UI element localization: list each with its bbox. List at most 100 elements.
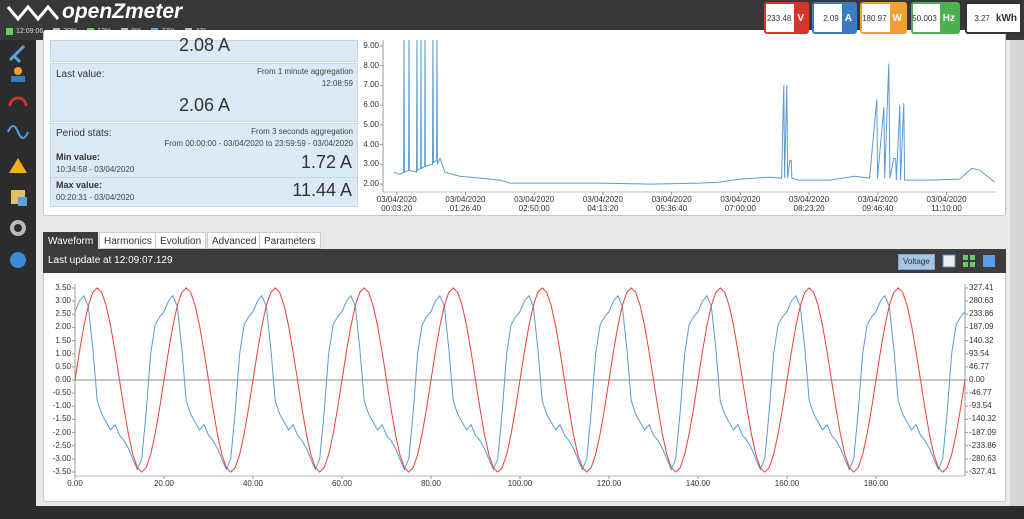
- min-time: 10:34:58 - 03/04/2020: [56, 165, 135, 174]
- meter: 50.003 Hz: [911, 2, 960, 34]
- y2-tick-label: -187.09: [969, 427, 997, 437]
- tab[interactable]: Waveform: [43, 232, 99, 249]
- status-text: 12:09:06: [16, 28, 44, 35]
- y2-tick-label: -46.77: [969, 388, 992, 398]
- y-tick-label: -2.50: [52, 440, 71, 450]
- y2-tick-label: 280.63: [969, 296, 994, 306]
- toolbar-icons[interactable]: [941, 254, 1001, 268]
- x-tick-label: 03/04/2020 09:46:40: [857, 195, 898, 213]
- status-icon: [6, 28, 13, 35]
- meter: 180.97 W: [860, 2, 907, 34]
- x-tick-label: 03/04/2020 02:50:00: [514, 195, 555, 213]
- y-tick-label: -3.50: [52, 467, 71, 477]
- meter-unit: kWh: [992, 4, 1020, 32]
- series-line: [393, 40, 995, 185]
- meter-unit: V: [794, 4, 807, 32]
- logo-text: openZmeter: [62, 0, 183, 23]
- x-tick-label: 03/04/2020 01:26:40: [445, 195, 486, 213]
- y2-tick-label: 327.41: [969, 282, 994, 292]
- current-value: 2.08 A: [179, 35, 231, 55]
- voltage-button[interactable]: Voltage: [898, 254, 935, 270]
- meter-unit: A: [841, 4, 855, 32]
- y-tick-label: 2.50: [55, 309, 71, 319]
- y-tick-label: 2.00: [55, 322, 71, 332]
- x-tick-label: 03/04/2020 11:10:00: [926, 195, 967, 213]
- meter-unit: W: [889, 4, 905, 32]
- y2-tick-label: 93.54: [969, 348, 990, 358]
- last-value-box: Last value: From 1 minute aggregation 12…: [50, 63, 358, 122]
- sidebar: [0, 40, 36, 519]
- y-tick-label: 0.50: [55, 361, 71, 371]
- meter-value: 50.003: [912, 13, 937, 23]
- y2-tick-label: 0.00: [969, 375, 985, 384]
- y-tick-label: 3.00: [55, 296, 71, 306]
- y-tick-label: -2.00: [52, 427, 71, 437]
- scrollbar[interactable]: [1010, 40, 1024, 506]
- max-row: Max value: 00:20:31 - 03/04/2020 11.44 A: [51, 178, 357, 206]
- y2-tick-label: -93.54: [969, 401, 992, 411]
- x-tick-label: 60.00: [331, 479, 353, 488]
- tab[interactable]: Advanced: [207, 232, 262, 249]
- max-label: Max value:: [56, 180, 103, 190]
- y-tick-label: 3.00: [363, 159, 379, 169]
- min-row: Min value: 10:34:58 - 03/04/2020 1.72 A: [51, 149, 357, 178]
- x-tick-label: 03/04/2020 08:23:20: [789, 195, 830, 213]
- tab[interactable]: Parameters: [259, 232, 321, 249]
- y-tick-label: 0.00: [55, 375, 71, 384]
- y-tick-label: 7.00: [363, 80, 379, 90]
- y-tick-label: 1.00: [55, 348, 71, 358]
- y2-tick-label: -233.86: [969, 440, 997, 450]
- x-tick-label: 0.00: [67, 479, 83, 488]
- max-time: 00:20:31 - 03/04/2020: [56, 193, 135, 202]
- x-tick-label: 80.00: [420, 479, 442, 488]
- x-tick-label: 120.00: [596, 479, 622, 488]
- y-tick-label: 1.50: [55, 335, 71, 345]
- x-tick-label: 40.00: [242, 479, 264, 488]
- period-source: From 3 seconds aggregation: [251, 127, 353, 136]
- y-tick-label: 3.50: [55, 282, 71, 292]
- y-tick-label: 8.00: [363, 60, 379, 70]
- x-tick-label: 180.00: [863, 479, 889, 488]
- meter: 2.09 A: [812, 2, 857, 34]
- last-time: 12:08:59: [321, 79, 353, 88]
- series-line: [75, 294, 965, 471]
- y2-tick-label: 187.09: [969, 322, 994, 332]
- y2-tick-label: 46.77: [969, 361, 990, 371]
- current-box: 2.08 A: [50, 35, 358, 62]
- x-tick-label: 140.00: [685, 479, 711, 488]
- tab[interactable]: Evolution: [155, 232, 207, 249]
- y-tick-label: 5.00: [363, 119, 379, 129]
- meter: 3.27 kWh: [965, 2, 1022, 34]
- waveform-title: Last update at 12:09:07.129: [48, 255, 173, 266]
- y2-tick-label: -280.63: [969, 453, 997, 463]
- period-range: From 00:00:00 - 03/04/2020 to 23:59:59 -…: [164, 139, 353, 148]
- y-tick-label: -1.00: [52, 401, 71, 411]
- meter-value: 2.09: [823, 13, 839, 23]
- y-tick-label: -1.50: [52, 414, 71, 424]
- y-tick-label: -3.00: [52, 453, 71, 463]
- x-tick-label: 160.00: [774, 479, 800, 488]
- y2-tick-label: 233.86: [969, 309, 994, 319]
- x-tick-label: 03/04/2020 07:00:00: [720, 195, 761, 213]
- y-tick-label: -0.50: [52, 388, 71, 398]
- period-label: Period stats:: [56, 128, 112, 139]
- sidebar-icons: [7, 44, 29, 268]
- last-source: From 1 minute aggregation: [256, 67, 353, 76]
- y-tick-label: 2.00: [363, 179, 379, 189]
- meter-unit: Hz: [939, 4, 958, 32]
- meter-value: 3.27: [974, 13, 990, 23]
- y-tick-label: 4.00: [363, 139, 379, 149]
- y2-tick-label: -327.41: [969, 467, 997, 477]
- last-value: 2.06 A: [179, 95, 231, 115]
- waveform-header: Last update at 12:09:07.129 Voltage: [43, 249, 1006, 273]
- meter: 233.48 V: [764, 2, 809, 34]
- logo-icon: [6, 4, 60, 22]
- meter-value: 233.48: [766, 13, 792, 23]
- x-tick-label: 03/04/2020 04:13:20: [582, 195, 623, 213]
- x-tick-label: 100.00: [507, 479, 533, 488]
- meter-value: 180.97: [862, 13, 887, 23]
- x-tick-label: 03/04/2020 05:36:40: [651, 195, 692, 213]
- tab[interactable]: Harmonics: [99, 232, 157, 249]
